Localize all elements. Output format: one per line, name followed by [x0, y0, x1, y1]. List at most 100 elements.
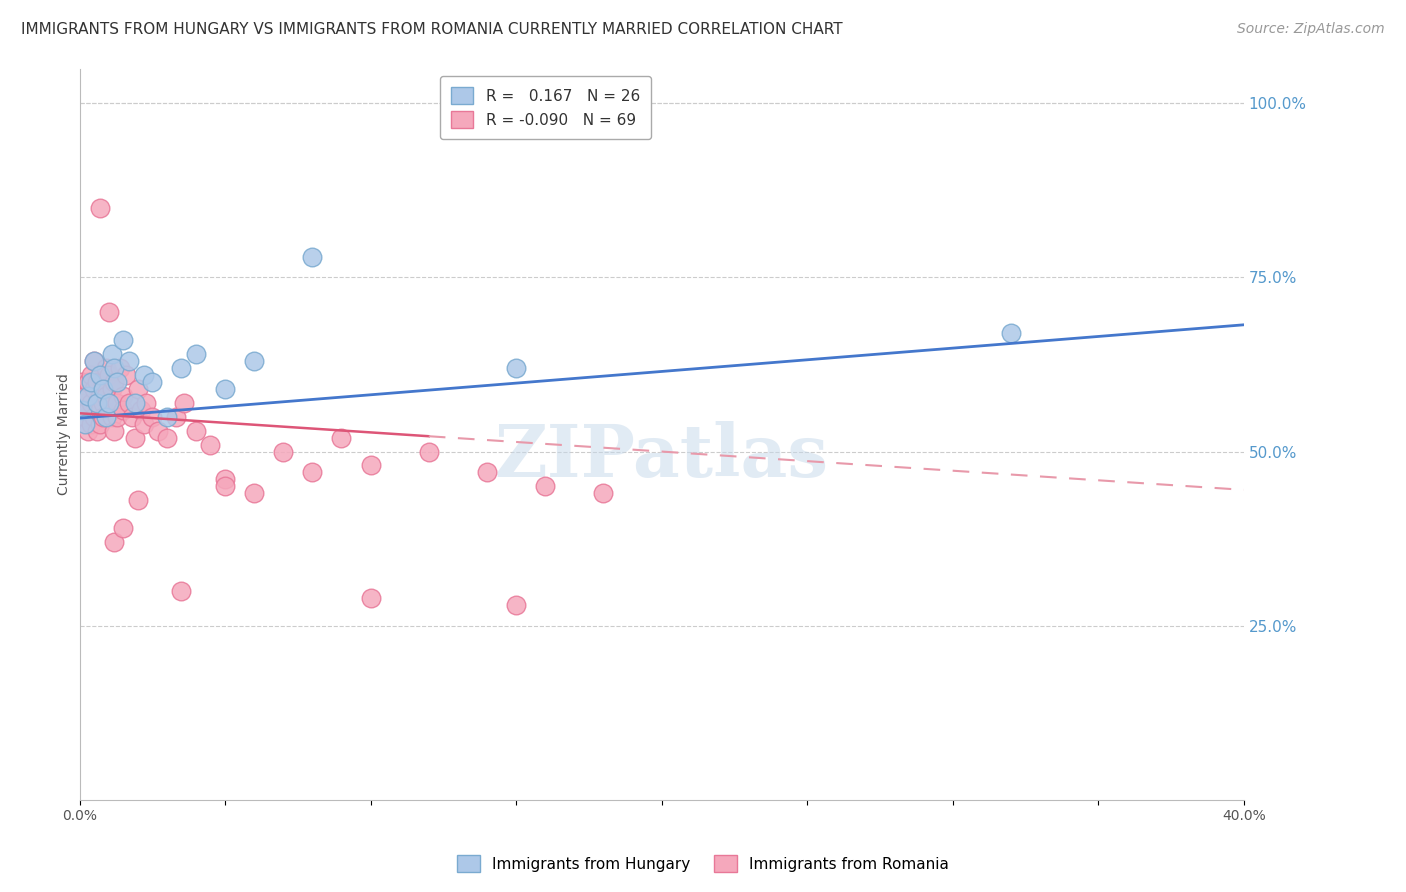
Point [77, 402, 100, 417]
Point [89, 417, 111, 431]
Point [156, 431, 179, 445]
Point [91, 409, 114, 424]
Point [77, 424, 100, 438]
Point [97, 396, 120, 410]
Point [83, 409, 105, 424]
Point [214, 479, 236, 493]
Point [89, 368, 111, 382]
Point [94, 389, 117, 403]
Point [146, 424, 169, 438]
Point [360, 458, 382, 473]
Point [103, 361, 125, 376]
Point [243, 354, 266, 368]
Point [141, 409, 163, 424]
Point [72, 402, 94, 417]
Point [105, 375, 128, 389]
Point [77, 389, 100, 403]
Point [271, 444, 294, 458]
Point [243, 486, 266, 500]
Point [132, 417, 155, 431]
Point [184, 347, 207, 361]
Point [89, 201, 111, 215]
Point [124, 396, 146, 410]
Point [97, 305, 120, 319]
Point [118, 396, 141, 410]
Point [165, 409, 187, 424]
Point [86, 396, 108, 410]
Point [330, 431, 353, 445]
Point [91, 396, 114, 410]
Point [86, 375, 108, 389]
Point [86, 396, 108, 410]
Point [127, 382, 149, 396]
Point [301, 250, 323, 264]
Point [132, 368, 155, 382]
Point [100, 347, 122, 361]
Text: ZIPatlas: ZIPatlas [495, 420, 828, 491]
Point [214, 382, 236, 396]
Point [103, 375, 125, 389]
Point [301, 466, 323, 480]
Point [124, 431, 146, 445]
Point [534, 479, 557, 493]
Point [505, 361, 527, 376]
Point [112, 389, 135, 403]
Point [105, 396, 128, 410]
Point [156, 409, 179, 424]
Point [121, 409, 143, 424]
Point [105, 409, 128, 424]
Point [103, 424, 125, 438]
Point [100, 382, 122, 396]
Point [184, 424, 207, 438]
Point [94, 361, 117, 376]
Point [110, 361, 132, 376]
Legend: R =   0.167   N = 26, R = -0.090   N = 69: R = 0.167 N = 26, R = -0.090 N = 69 [440, 76, 651, 139]
Point [100, 409, 122, 424]
Legend: Immigrants from Hungary, Immigrants from Romania: Immigrants from Hungary, Immigrants from… [450, 847, 956, 880]
Point [112, 402, 135, 417]
Point [129, 402, 152, 417]
Point [72, 396, 94, 410]
Point [83, 354, 105, 368]
Point [1000, 326, 1022, 340]
Point [75, 409, 97, 424]
Point [118, 354, 141, 368]
Point [94, 409, 117, 424]
Point [200, 437, 222, 451]
Point [77, 375, 100, 389]
Point [80, 375, 103, 389]
Text: Source: ZipAtlas.com: Source: ZipAtlas.com [1237, 22, 1385, 37]
Point [97, 368, 120, 382]
Point [418, 444, 440, 458]
Point [360, 591, 382, 605]
Point [80, 417, 103, 431]
Point [112, 333, 135, 347]
Point [75, 389, 97, 403]
Point [505, 598, 527, 612]
Point [135, 396, 157, 410]
Point [89, 389, 111, 403]
Point [91, 382, 114, 396]
Point [173, 396, 195, 410]
Point [141, 375, 163, 389]
Point [80, 396, 103, 410]
Point [83, 382, 105, 396]
Point [170, 583, 193, 598]
Y-axis label: Currently Married: Currently Married [58, 373, 72, 495]
Point [75, 417, 97, 431]
Point [112, 521, 135, 535]
Point [89, 402, 111, 417]
Point [91, 375, 114, 389]
Point [115, 368, 138, 382]
Text: IMMIGRANTS FROM HUNGARY VS IMMIGRANTS FROM ROMANIA CURRENTLY MARRIED CORRELATION: IMMIGRANTS FROM HUNGARY VS IMMIGRANTS FR… [21, 22, 842, 37]
Point [170, 361, 193, 376]
Point [214, 472, 236, 486]
Point [103, 535, 125, 549]
Point [592, 486, 614, 500]
Point [127, 493, 149, 508]
Point [97, 396, 120, 410]
Point [72, 375, 94, 389]
Point [83, 354, 105, 368]
Point [475, 466, 498, 480]
Point [80, 368, 103, 382]
